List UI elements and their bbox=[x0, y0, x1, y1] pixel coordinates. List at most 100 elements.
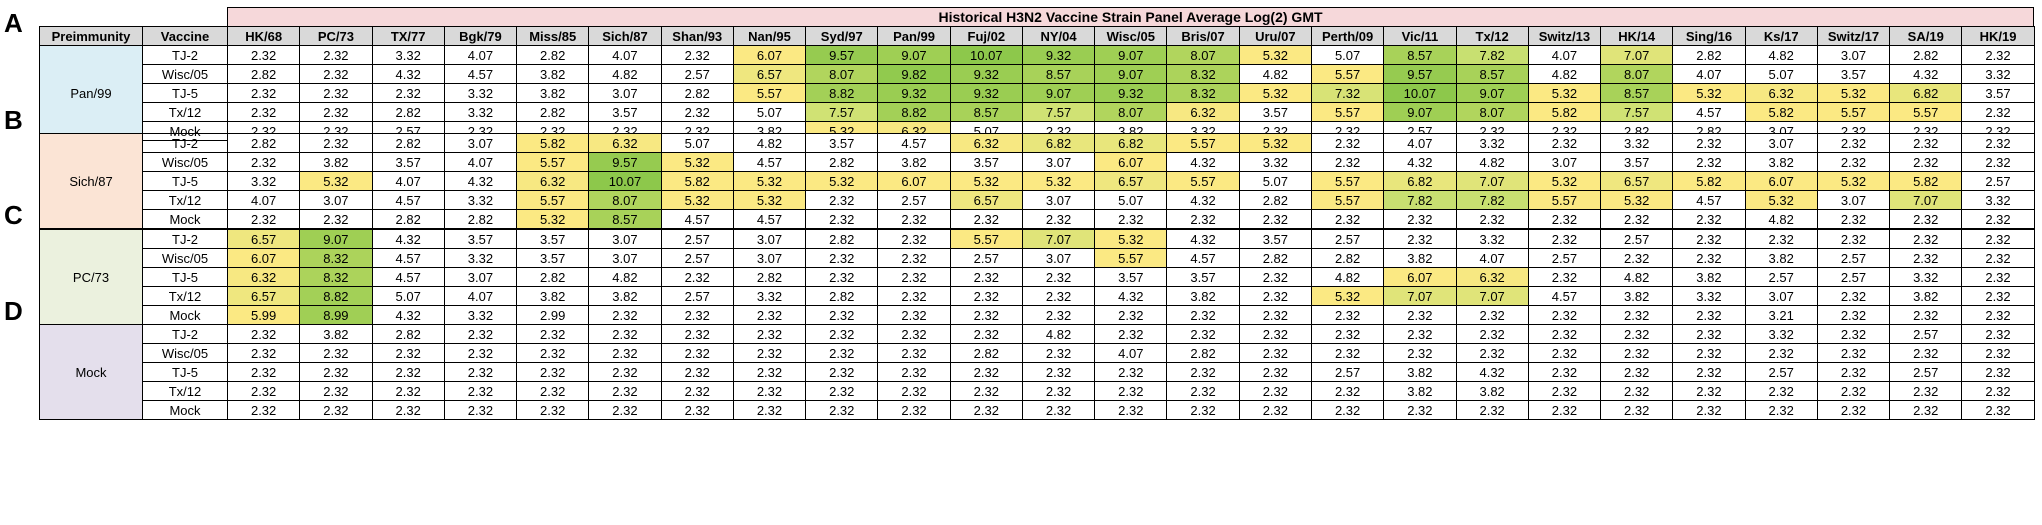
header-vaccine: Vaccine bbox=[142, 26, 228, 46]
heatmap-cell: 6.07 bbox=[226, 248, 301, 268]
heatmap-cell: 2.32 bbox=[1744, 400, 1818, 420]
column-header: Sing/16 bbox=[1672, 26, 1746, 46]
heatmap-cell: 3.82 bbox=[1600, 286, 1674, 306]
heatmap-cell: 6.07 bbox=[732, 45, 807, 65]
heatmap-cell: 7.07 bbox=[1383, 286, 1457, 306]
vaccine-label: Wisc/05 bbox=[142, 152, 228, 172]
heatmap-cell: 2.82 bbox=[516, 45, 590, 65]
heatmap-cell: 2.32 bbox=[1021, 381, 1096, 401]
heatmap-cell: 2.32 bbox=[877, 362, 951, 382]
heatmap-cell: 3.07 bbox=[1744, 133, 1818, 153]
heatmap-cell: 2.82 bbox=[226, 64, 301, 84]
table-row: TJ-5 3.32 5.32 4.07 4.32 6.32 10.07 5.82 5.32 5.3… bbox=[40, 171, 2035, 191]
heatmap-cell: 7.82 bbox=[1455, 190, 1529, 210]
column-header: Ks/17 bbox=[1744, 26, 1818, 46]
heatmap-cell: 4.57 bbox=[443, 64, 518, 84]
heatmap-cell: 5.57 bbox=[516, 152, 590, 172]
heatmap-cell: 6.32 bbox=[588, 133, 662, 153]
heatmap-cell: 2.32 bbox=[1816, 381, 1891, 401]
heatmap-cell: 2.32 bbox=[877, 381, 951, 401]
heatmap-cell: 2.32 bbox=[1961, 324, 2035, 344]
header-preimmunity: Preimmunity bbox=[39, 26, 143, 46]
heatmap-cell: 2.82 bbox=[371, 324, 445, 344]
heatmap-cell: 5.32 bbox=[1021, 171, 1096, 191]
heatmap-cell: 2.32 bbox=[1600, 381, 1674, 401]
heatmap-cell: 2.32 bbox=[1600, 209, 1674, 229]
heatmap-cell: 2.32 bbox=[1166, 400, 1240, 420]
heatmap-cell: 2.32 bbox=[1238, 324, 1312, 344]
heatmap-cell: 3.82 bbox=[1166, 286, 1240, 306]
heatmap-cell: 2.32 bbox=[1021, 305, 1096, 325]
heatmap-cell: 2.57 bbox=[949, 248, 1023, 268]
heatmap-cell: 2.57 bbox=[660, 229, 734, 249]
heatmap-cell: 2.32 bbox=[660, 381, 734, 401]
table-row: Wisc/05 6.07 8.32 4.57 3.32 3.57 3.07 2.57 3.07 2… bbox=[40, 248, 2035, 268]
heatmap-cell: 2.32 bbox=[443, 400, 518, 420]
heatmap-cell: 5.82 bbox=[1527, 102, 1602, 122]
heatmap-cell: 5.57 bbox=[1527, 190, 1602, 210]
heatmap-cell: 4.57 bbox=[371, 267, 445, 287]
heatmap-cell: 9.07 bbox=[1455, 83, 1529, 103]
heatmap-cell: 8.07 bbox=[1166, 45, 1240, 65]
heatmap-cell: 3.57 bbox=[516, 248, 590, 268]
heatmap-cell: 2.32 bbox=[1383, 400, 1457, 420]
heatmap-cell: 3.57 bbox=[516, 229, 590, 249]
heatmap-cell: 2.57 bbox=[1600, 229, 1674, 249]
heatmap-cell: 9.32 bbox=[1021, 45, 1096, 65]
heatmap-cell: 2.32 bbox=[371, 343, 445, 363]
heatmap-cell: 2.32 bbox=[660, 324, 734, 344]
heatmap-cell: 2.32 bbox=[1238, 343, 1312, 363]
heatmap-cell: 2.32 bbox=[1021, 362, 1096, 382]
heatmap-cell: 2.32 bbox=[1527, 267, 1602, 287]
heatmap-cell: 2.32 bbox=[1672, 400, 1746, 420]
heatmap-cell: 6.07 bbox=[877, 171, 951, 191]
heatmap-cell: 6.82 bbox=[1094, 133, 1168, 153]
heatmap-cell: 2.32 bbox=[1961, 102, 2035, 122]
heatmap-cell: 2.32 bbox=[1961, 267, 2035, 287]
table-row: Pan/99 TJ-2 2.32 2.32 3.32 4.07 2.82 4.07 2.32 6.… bbox=[39, 45, 2035, 141]
column-header: Switz/13 bbox=[1527, 26, 1602, 46]
column-header: Sich/87 bbox=[588, 26, 662, 46]
heatmap-cell: 4.07 bbox=[1094, 343, 1168, 363]
heatmap-cell: 2.32 bbox=[805, 381, 879, 401]
column-header: SA/19 bbox=[1889, 26, 1963, 46]
heatmap-cell: 3.21 bbox=[1744, 305, 1818, 325]
heatmap-cell: 2.32 bbox=[805, 362, 879, 382]
heatmap-cell: 2.32 bbox=[226, 209, 301, 229]
heatmap-cell: 3.57 bbox=[1166, 267, 1240, 287]
heatmap-cell: 8.07 bbox=[805, 64, 879, 84]
heatmap-cell: 4.57 bbox=[660, 209, 734, 229]
heatmap-cell: 2.32 bbox=[1021, 209, 1096, 229]
heatmap-cell: 2.32 bbox=[299, 102, 373, 122]
heatmap-cell: 8.57 bbox=[949, 102, 1023, 122]
heatmap-cell: 2.32 bbox=[805, 248, 879, 268]
column-header: TX/77 bbox=[371, 26, 445, 46]
vaccine-label: TJ-2 bbox=[142, 133, 228, 153]
table-row: Wisc/05 2.82 2.32 4.32 4.57 3.82 4.82 2.57 6.57 8… bbox=[40, 64, 2035, 84]
heatmap-cell: 2.32 bbox=[1094, 362, 1168, 382]
heatmap-cell: 9.32 bbox=[949, 83, 1023, 103]
heatmap-cell: 3.32 bbox=[443, 102, 518, 122]
heatmap-cell: 4.57 bbox=[732, 209, 807, 229]
heatmap-cell: 3.57 bbox=[1816, 64, 1891, 84]
heatmap-cell: 6.57 bbox=[226, 229, 301, 249]
heatmap-cell: 4.82 bbox=[588, 267, 662, 287]
heatmap-cell: 4.82 bbox=[1455, 152, 1529, 172]
table-row: Mock 2.32 2.32 2.82 2.82 5.32 8.57 4.57 4.57 2.32… bbox=[40, 209, 2035, 229]
heatmap-cell: 2.57 bbox=[1310, 362, 1385, 382]
heatmap-cell: 5.07 bbox=[660, 133, 734, 153]
heatmap-cell: 2.82 bbox=[1238, 190, 1312, 210]
heatmap-cell: 3.07 bbox=[443, 267, 518, 287]
heatmap-cell: 3.32 bbox=[1961, 64, 2035, 84]
heatmap-cell: 7.57 bbox=[1021, 102, 1096, 122]
heatmap-cell: 2.82 bbox=[516, 267, 590, 287]
heatmap-cell: 3.32 bbox=[1600, 133, 1674, 153]
heatmap-cell: 2.32 bbox=[805, 324, 879, 344]
heatmap-cell: 2.32 bbox=[588, 400, 662, 420]
heatmap-cell: 4.82 bbox=[1238, 64, 1312, 84]
heatmap-cell: 4.32 bbox=[1383, 152, 1457, 172]
heatmap-cell: 3.32 bbox=[443, 305, 518, 325]
heatmap-cell: 2.32 bbox=[1527, 133, 1602, 153]
heatmap-cell: 8.32 bbox=[299, 267, 373, 287]
column-header: Bris/07 bbox=[1166, 26, 1240, 46]
